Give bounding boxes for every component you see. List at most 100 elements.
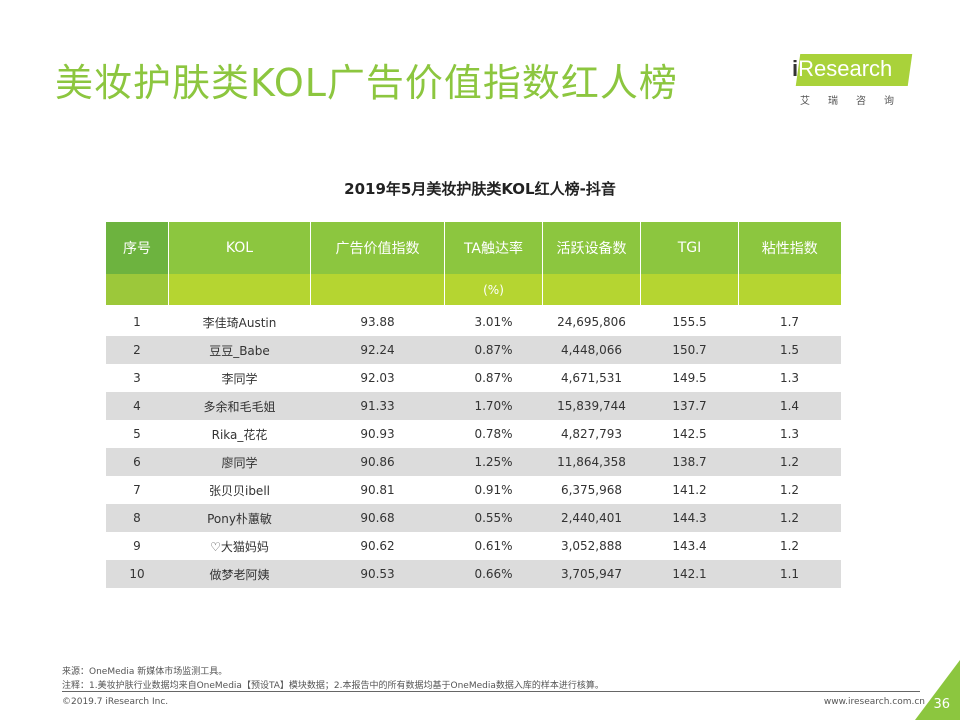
table-cell: 6,375,968 — [560, 483, 623, 497]
table-cell: Pony朴蕙敏 — [168, 504, 311, 532]
table-cell: 92.03 — [360, 371, 395, 385]
iresearch-logo: iResearch 艾瑞咨询 — [792, 54, 913, 107]
column-subheader — [168, 274, 311, 308]
page-number: 36 — [933, 697, 950, 712]
table-cell: 张贝贝ibell — [208, 483, 270, 498]
footer-divider — [62, 691, 920, 692]
table-cell: 3.01% — [474, 315, 513, 329]
table-cell: 0.61% — [474, 539, 513, 553]
table-cell: 李同学 — [221, 371, 258, 386]
table-cell: 0.91% — [474, 483, 513, 497]
table-cell: 91.33 — [310, 392, 445, 420]
column-header: 广告价值指数 — [310, 222, 445, 274]
table-cell: 2,440,401 — [542, 504, 641, 532]
table-cell: 10 — [105, 560, 169, 588]
column-header: 序号 — [105, 222, 169, 274]
table-cell: 93.88 — [360, 315, 395, 329]
table-cell: 9 — [133, 539, 141, 553]
table-cell: 1.3 — [779, 371, 800, 385]
table-row: 4 多余和毛毛姐 91.33 1.70% 15,839,744 137.7 1.4 — [105, 392, 841, 420]
table-cell: 1.2 — [738, 504, 841, 532]
table-cell: 90.53 — [310, 560, 445, 588]
column-subheader: (%) — [444, 274, 543, 308]
table-cell: 1.5 — [738, 336, 841, 364]
table-cell: 1.25% — [444, 448, 543, 476]
table-cell: 0.78% — [474, 427, 513, 441]
table-cell: 143.4 — [672, 539, 707, 553]
table-cell: 3,052,888 — [560, 539, 623, 553]
table-cell: 142.1 — [640, 560, 739, 588]
table-cell: 92.24 — [310, 336, 445, 364]
table-cell: 0.66% — [444, 560, 543, 588]
table-cell: 138.7 — [640, 448, 739, 476]
table-cell: 1.3 — [779, 427, 800, 441]
column-header: TGI — [640, 222, 739, 274]
column-subheader — [310, 274, 445, 308]
table-cell: 多余和毛毛姐 — [168, 392, 311, 420]
column-subheader — [105, 274, 169, 308]
table-cell: 11,864,358 — [542, 448, 641, 476]
table-cell: 1.4 — [738, 392, 841, 420]
table-cell: 0.87% — [474, 371, 513, 385]
table-row: 3 李同学 92.03 0.87% 4,671,531 149.5 1.3 — [106, 364, 841, 392]
table-cell: 3,705,947 — [542, 560, 641, 588]
table-cell: 8 — [105, 504, 169, 532]
table-cell: 142.5 — [672, 427, 707, 441]
table-cell: 5 — [133, 427, 141, 441]
table-cell: 廖同学 — [168, 448, 311, 476]
column-header: 粘性指数 — [738, 222, 841, 274]
table-cell: 90.68 — [310, 504, 445, 532]
table-cell: 155.5 — [672, 315, 707, 329]
table-cell: 6 — [105, 448, 169, 476]
source-note: 来源：OneMedia 新媒体市场监测工具。 — [62, 667, 228, 677]
table-cell: 24,695,806 — [557, 315, 626, 329]
footnote: 注释：1.美妆护肤行业数据均来自OneMedia【预设TA】模块数据；2.本报告… — [62, 681, 604, 691]
table-cell: 149.5 — [672, 371, 707, 385]
table-cell: 豆豆_Babe — [168, 336, 311, 364]
table-cell: 4,827,793 — [560, 427, 623, 441]
table-cell: 4,671,531 — [560, 371, 623, 385]
table-row: 2 豆豆_Babe 92.24 0.87% 4,448,066 150.7 1.5 — [105, 336, 841, 364]
table-cell: 1.70% — [444, 392, 543, 420]
table-cell: 3 — [133, 371, 141, 385]
column-subheader — [542, 274, 641, 308]
table-cell: 141.2 — [672, 483, 707, 497]
table-cell: 90.93 — [360, 427, 395, 441]
table-cell: 7 — [133, 483, 141, 497]
table-cell: 1 — [133, 315, 141, 329]
table-cell: ♡大猫妈妈 — [210, 539, 269, 554]
corner-decoration — [915, 660, 960, 720]
table-cell: 李佳琦Austin — [202, 315, 277, 330]
table-row: 6 廖同学 90.86 1.25% 11,864,358 138.7 1.2 — [105, 448, 841, 476]
column-subheader — [738, 274, 841, 308]
table-row: 10 做梦老阿姨 90.53 0.66% 3,705,947 142.1 1.1 — [105, 560, 841, 588]
website-link[interactable]: www.iresearch.com.cn — [823, 697, 925, 707]
table-cell: 0.87% — [444, 336, 543, 364]
table-cell: 137.7 — [640, 392, 739, 420]
copyright: ©2019.7 iResearch Inc. — [62, 697, 169, 707]
column-header: 活跃设备数 — [542, 222, 641, 274]
table-row: 9 ♡大猫妈妈 90.62 0.61% 3,052,888 143.4 1.2 — [106, 532, 841, 560]
table-cell: 15,839,744 — [542, 392, 641, 420]
table-cell: 1.2 — [779, 539, 800, 553]
column-header: KOL — [168, 222, 311, 274]
table-cell: 0.55% — [444, 504, 543, 532]
table-title: 2019年5月美妆护肤类KOL红人榜-抖音 — [344, 180, 616, 198]
table-row: 5 Rika_花花 90.93 0.78% 4,827,793 142.5 1.3 — [106, 420, 841, 448]
table-row: 8 Pony朴蕙敏 90.68 0.55% 2,440,401 144.3 1.2 — [105, 504, 841, 532]
table-cell: 144.3 — [640, 504, 739, 532]
table-row: 1 李佳琦Austin 93.88 3.01% 24,695,806 155.5 1.7 — [106, 307, 841, 337]
table-cell: 1.2 — [779, 483, 800, 497]
table-cell: 4 — [105, 392, 169, 420]
table-cell: 做梦老阿姨 — [168, 560, 311, 588]
table-row: 7 张贝贝ibell 90.81 0.91% 6,375,968 141.2 1.2 — [106, 476, 841, 504]
table-cell: 1.2 — [738, 448, 841, 476]
column-subheader — [640, 274, 739, 308]
table-cell: 1.7 — [779, 315, 800, 329]
kol-ranking-table: 序号 KOL 广告价值指数 TA触达率 活跃设备数 TGI 粘性指数 (%) 1 李佳琦Aus… — [105, 222, 841, 588]
table-cell: 90.81 — [360, 483, 395, 497]
table-cell: 1.1 — [738, 560, 841, 588]
table-cell: Rika_花花 — [211, 427, 268, 442]
table-cell: 4,448,066 — [542, 336, 641, 364]
column-header: TA触达率 — [444, 222, 543, 274]
